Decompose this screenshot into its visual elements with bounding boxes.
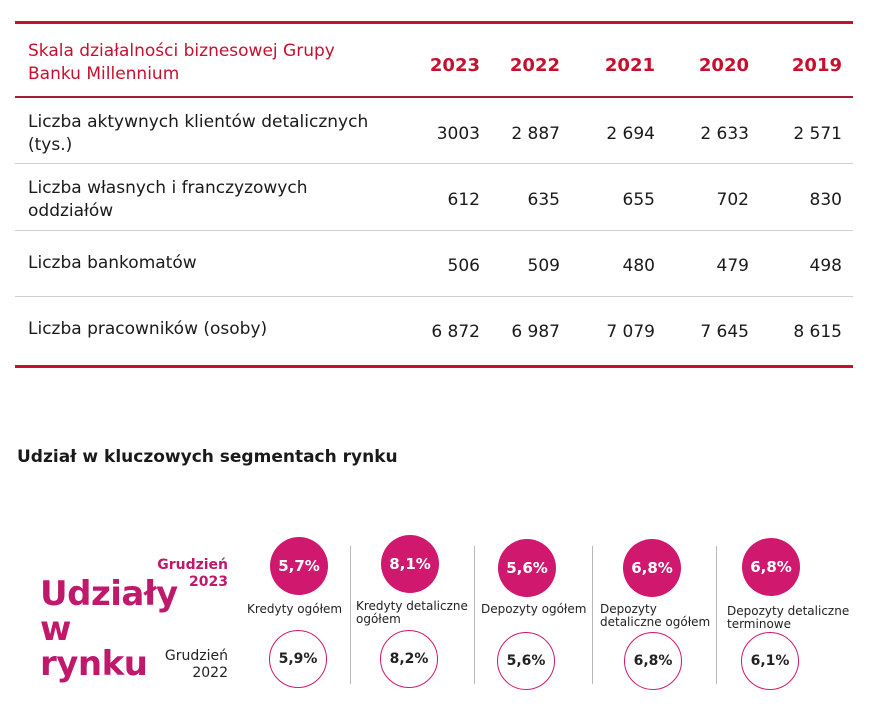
segment-divider: [350, 546, 351, 684]
table-header-row: Skala działalności biznesowej Grupy Bank…: [15, 24, 853, 96]
table-row: Liczba bankomatów 506 509 480 479 498: [15, 231, 853, 296]
cell-value: 6 987: [511, 322, 560, 342]
cell-value: 2 633: [700, 124, 749, 144]
cell-value: 6 872: [431, 322, 480, 342]
cell-value: 7 645: [700, 322, 749, 342]
table-top-rule: [15, 21, 853, 24]
year-header: 2023: [429, 55, 480, 76]
segment-label: Kredyty detaliczne ogółem: [356, 599, 468, 626]
table-title: Skala działalności biznesowej Grupy Bank…: [28, 41, 335, 84]
share-2022-badge: 6,1%: [741, 632, 799, 690]
section-title: Udział w kluczowych segmentach rynku: [17, 447, 398, 467]
cell-value: 8 615: [793, 322, 842, 342]
year-header: 2020: [698, 55, 749, 76]
row-label: Liczba pracowników (osoby): [28, 319, 268, 339]
cell-value: 702: [716, 190, 749, 210]
share-2023-badge: 6,8%: [623, 539, 681, 597]
share-2023-badge: 5,6%: [498, 539, 556, 597]
cell-value: 2 571: [793, 124, 842, 144]
segment-label: Kredyty ogółem: [247, 602, 343, 616]
cell-value: 830: [809, 190, 842, 210]
share-2022-badge: 8,2%: [380, 630, 438, 688]
segment-divider: [716, 546, 717, 684]
market-share-title: Udziały w rynku: [40, 574, 178, 684]
segment-label: Depozyty ogółem: [481, 602, 587, 616]
cell-value: 509: [527, 256, 560, 276]
cell-value: 7 079: [606, 322, 655, 342]
share-2023-badge: 8,1%: [381, 535, 439, 593]
row-divider: [15, 230, 853, 231]
row-divider: [15, 163, 853, 164]
label-december-2023: Grudzień 2023: [157, 557, 228, 590]
segment-divider: [592, 546, 593, 684]
segment-label: Depozyty detaliczne ogółem: [600, 602, 711, 629]
share-2023-badge: 5,7%: [270, 537, 328, 595]
table-row: Liczba pracowników (osoby) 6 872 6 987 7…: [15, 297, 853, 365]
cell-value: 479: [716, 256, 749, 276]
cell-value: 480: [622, 256, 655, 276]
year-header: 2022: [509, 55, 560, 76]
segment-label: Depozyty detaliczne terminowe: [727, 604, 850, 631]
year-header: 2019: [791, 55, 842, 76]
share-2022-badge: 6,8%: [624, 632, 682, 690]
table-row: Liczba własnych i franczyzowych oddziałó…: [15, 164, 853, 230]
row-label: Liczba bankomatów: [28, 253, 197, 273]
share-2023-badge: 6,8%: [742, 538, 800, 596]
header-rule: [15, 96, 853, 98]
row-label: Liczba aktywnych klientów detalicznych (…: [28, 112, 369, 155]
table-bottom-rule: [15, 365, 853, 368]
business-scale-table: Skala działalności biznesowej Grupy Bank…: [15, 21, 853, 368]
cell-value: 3003: [436, 124, 480, 144]
share-2022-badge: 5,9%: [269, 630, 327, 688]
table-row: Liczba aktywnych klientów detalicznych (…: [15, 98, 853, 163]
cell-value: 655: [622, 190, 655, 210]
segment-divider: [474, 546, 475, 684]
cell-value: 2 694: [606, 124, 655, 144]
cell-value: 612: [447, 190, 480, 210]
label-december-2022: Grudzień 2022: [164, 648, 228, 681]
cell-value: 2 887: [511, 124, 560, 144]
share-2022-badge: 5,6%: [497, 632, 555, 690]
year-header: 2021: [604, 55, 655, 76]
row-label: Liczba własnych i franczyzowych oddziałó…: [28, 178, 308, 221]
cell-value: 635: [527, 190, 560, 210]
cell-value: 498: [809, 256, 842, 276]
row-divider: [15, 296, 853, 297]
cell-value: 506: [447, 256, 480, 276]
